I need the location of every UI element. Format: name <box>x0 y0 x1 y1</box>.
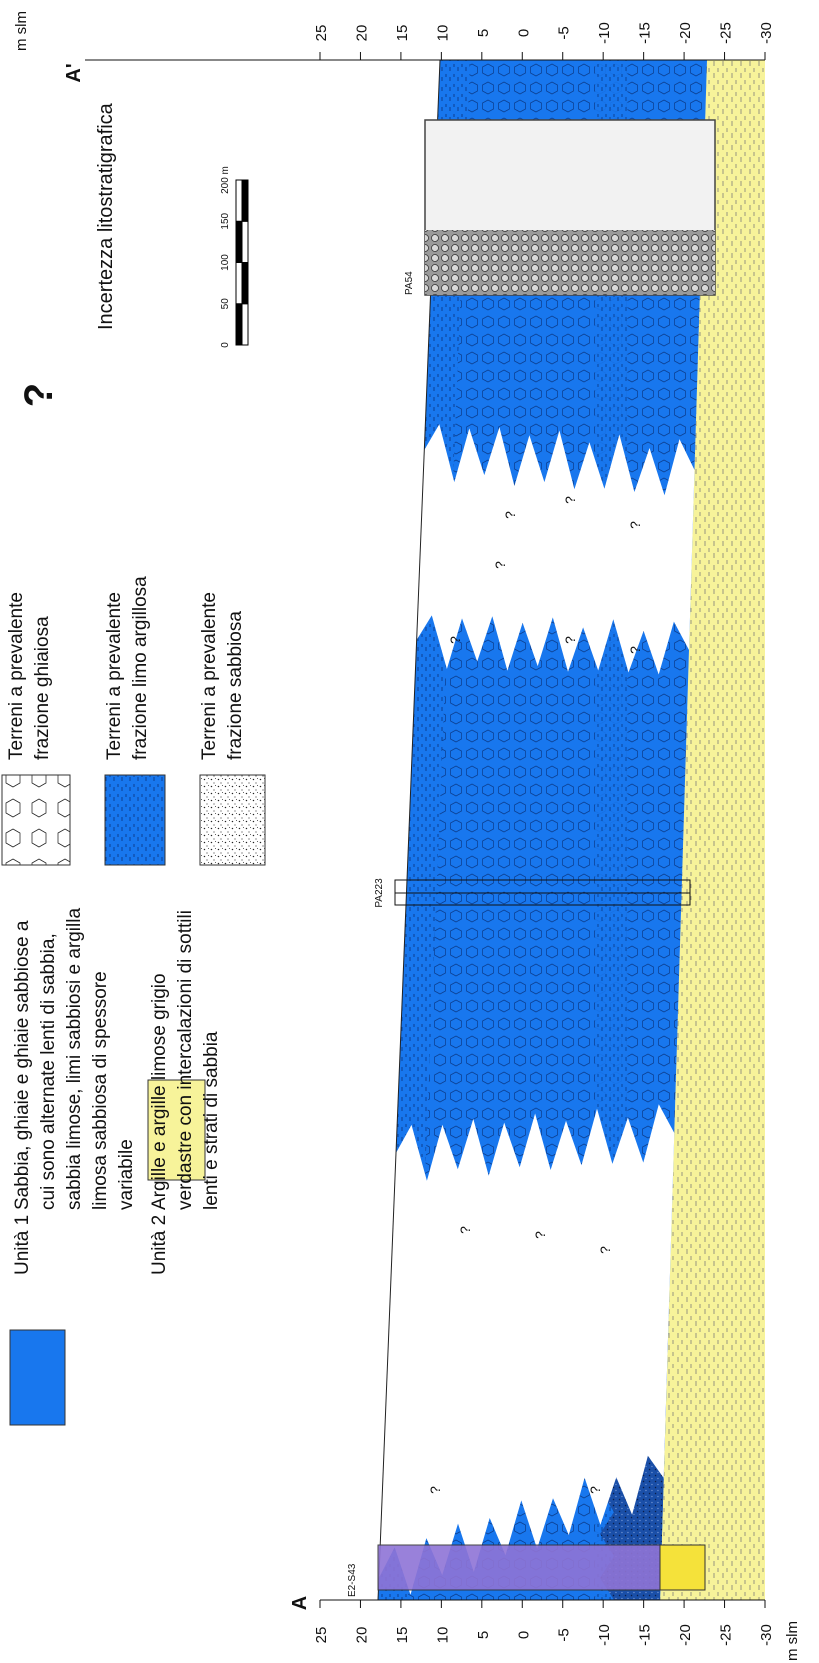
uncertainty-symbol: ? <box>17 383 61 407</box>
uncertainty-mark: ? <box>427 1486 443 1494</box>
unit-1-swatch <box>10 1330 65 1425</box>
diagram: Unità 1 Sabbia, ghiaie e ghiaie sabbiose … <box>0 0 819 1663</box>
scale-label: 100 <box>220 254 231 271</box>
scale-label: 50 <box>220 298 231 310</box>
borehole-label: PA223 <box>374 878 385 908</box>
tick-label: -5 <box>556 26 573 39</box>
borehole <box>660 1545 705 1590</box>
unit-description: lenti e strati di sabbia <box>201 1031 222 1210</box>
uncertainty-mark: ? <box>562 496 578 504</box>
unit-description: Sabbia, ghiaie e ghiaie sabbiose a <box>12 920 33 1210</box>
tick-label: 20 <box>353 1627 370 1644</box>
section-end: A' <box>63 63 85 82</box>
scale-segment <box>242 263 248 304</box>
uncertainty-mark: ? <box>532 1231 548 1239</box>
uncertainty-mark: ? <box>492 561 508 569</box>
tick-label: -30 <box>758 1624 775 1646</box>
uncertainty-mark: ? <box>457 1226 473 1234</box>
tick-label: -20 <box>677 22 694 44</box>
scale-label: 0 <box>220 342 231 348</box>
tick-label: -15 <box>637 22 654 44</box>
scale-segment <box>236 221 242 262</box>
scale-segment <box>242 180 248 221</box>
uncertainty-mark: ? <box>627 646 643 654</box>
scale-segment <box>242 304 248 345</box>
tick-label: 25 <box>313 25 330 42</box>
lithology-label: frazione limo argillosa <box>130 576 151 760</box>
tick-label: -10 <box>596 22 613 44</box>
uncertainty-mark: ? <box>587 1486 603 1494</box>
unit-description: limosa sabbiosa di spessore <box>90 971 111 1210</box>
uncertainty-mark: ? <box>597 1246 613 1254</box>
tick-label: 15 <box>394 1627 411 1644</box>
unit-description: cui sono alternate lenti di sabbia, <box>38 933 59 1210</box>
scale-segment <box>236 263 242 304</box>
tick-label: -10 <box>596 1624 613 1646</box>
lithology-swatch <box>200 775 265 865</box>
tick-label: 20 <box>353 25 370 42</box>
tick-label: -5 <box>556 1628 573 1641</box>
lithology-swatch <box>105 775 165 865</box>
rotated-layout: Unità 1 Sabbia, ghiaie e ghiaie sabbiose … <box>2 11 801 1661</box>
borehole <box>378 1545 660 1590</box>
tick-label: 5 <box>475 29 492 37</box>
tick-label: -25 <box>718 1624 735 1646</box>
borehole-label: E2-S43 <box>347 1563 358 1597</box>
scale-segment <box>236 180 242 221</box>
lithology-label: Terreni a prevalente <box>104 592 125 760</box>
uncertainty-label: Incertezza litostratigrafica <box>95 102 117 330</box>
lithology-label: Terreni a prevalente <box>199 592 220 760</box>
tick-label: 15 <box>394 25 411 42</box>
tick-label: -25 <box>718 22 735 44</box>
lithology-label: frazione ghiaiosa <box>32 616 53 760</box>
scale-label: 150 <box>220 212 231 229</box>
tick-label: 25 <box>313 1627 330 1644</box>
tick-label: -30 <box>758 22 775 44</box>
unit-description: sabbia limose, limi sabbiosi e argilla <box>64 908 85 1210</box>
unit-description: variabile <box>116 1139 137 1210</box>
section-start: A <box>289 1596 311 1610</box>
lithology-label: Terreni a prevalente <box>6 592 27 760</box>
borehole-label: PA54 <box>404 271 415 295</box>
tick-label: 0 <box>515 1631 532 1639</box>
scale-segment <box>236 304 242 345</box>
scale-segment <box>242 221 248 262</box>
unit-description: verdastre con intercalazioni di sottili <box>175 910 196 1210</box>
uncertainty-mark: ? <box>502 511 518 519</box>
tick-label: 5 <box>475 1631 492 1639</box>
tick-label: -20 <box>677 1624 694 1646</box>
page: {"legend":{"units":[{"name":"Unità 1","l… <box>0 0 819 1663</box>
uncertainty-mark: ? <box>562 636 578 644</box>
borehole-log-texture <box>425 230 715 295</box>
lithology-swatch <box>2 775 70 865</box>
uncertainty-mark: ? <box>627 521 643 529</box>
unit-description: Argille e argille limose grigio <box>149 973 170 1210</box>
tick-label: 0 <box>515 29 532 37</box>
tick-label: 10 <box>434 25 451 42</box>
axis-unit: m slm <box>13 11 30 51</box>
lithology-label: frazione sabbiosa <box>225 611 246 760</box>
uncertainty-mark: ? <box>447 636 463 644</box>
scale-label: 200 m <box>220 166 231 194</box>
tick-label: -15 <box>637 1624 654 1646</box>
unit-name: Unità 1 <box>12 1215 33 1275</box>
axis-unit: m slm <box>784 1621 801 1661</box>
tick-label: 10 <box>434 1627 451 1644</box>
unit-name: Unità 2 <box>149 1215 170 1275</box>
